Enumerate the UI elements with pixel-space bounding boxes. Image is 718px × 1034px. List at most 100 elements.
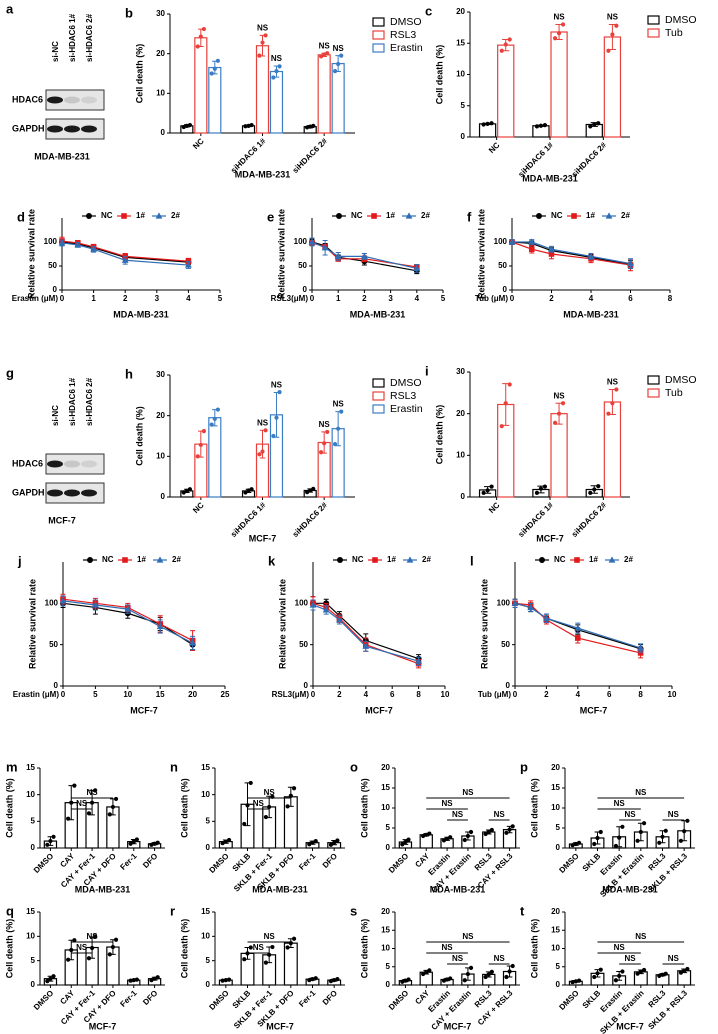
comparison-label: NS	[494, 954, 506, 963]
y-axis-label: Cell death (%)	[434, 45, 444, 105]
x-axis-label: Erastin (μM)	[13, 690, 60, 699]
data-point	[486, 829, 491, 835]
cell-line-label: MDA-MB-231	[252, 884, 308, 894]
y-tick-label: 30	[456, 367, 465, 376]
x-tick-label: DFO	[141, 852, 159, 870]
data-point	[48, 976, 53, 981]
y-tick-label: 15	[201, 907, 210, 916]
legend-label: NC	[102, 555, 114, 564]
y-tick-label: 20	[381, 763, 390, 772]
data-point	[507, 382, 512, 387]
blot-band	[64, 489, 80, 497]
legend-label: 2#	[421, 211, 430, 220]
data-point	[328, 979, 334, 984]
legend-marker	[87, 557, 93, 563]
data-point	[503, 401, 508, 406]
y-tick-label: 0	[53, 285, 58, 294]
data-point	[257, 53, 262, 58]
data-point	[307, 842, 312, 847]
legend-swatch	[647, 28, 660, 38]
y-tick-label: 50	[49, 640, 58, 649]
data-point	[444, 836, 450, 841]
x-axis-label: Tub (μM)	[475, 294, 509, 303]
lane-label: si-NC	[51, 405, 60, 426]
y-tick-label: 5	[556, 823, 561, 832]
data-point	[226, 837, 232, 843]
legend-label: DMSO	[665, 374, 697, 386]
legend-label: 2#	[422, 555, 431, 564]
data-point	[311, 486, 316, 491]
legend-marker	[122, 557, 128, 563]
data-point	[511, 599, 519, 606]
data-point	[189, 639, 196, 646]
comparison-label: NS	[442, 799, 454, 808]
data-point	[325, 51, 330, 56]
data-point	[90, 245, 97, 252]
data-point	[595, 971, 600, 976]
annotation: NS	[554, 13, 566, 22]
legend-marker	[571, 213, 577, 219]
legend-marker	[337, 557, 343, 563]
x-tick-label: SKLB + RSL3	[646, 988, 689, 1031]
y-tick-label: 10	[551, 803, 560, 812]
data-point	[285, 945, 290, 950]
data-point	[242, 821, 247, 827]
x-tick-label: DMSO	[557, 989, 580, 1012]
data-point	[263, 428, 268, 433]
data-point	[486, 972, 491, 977]
legend-label: DMSO	[390, 16, 422, 28]
axis	[564, 768, 695, 849]
x-tick-label: NC	[191, 136, 206, 151]
cell-line-label: MCF-7	[130, 705, 158, 715]
legend-marker	[371, 213, 377, 219]
x-tick-label: NC	[191, 500, 206, 515]
blot-band	[81, 125, 97, 133]
data-point	[481, 490, 486, 495]
y-axis-label: Relative survival rate	[277, 579, 287, 669]
legend-label: NC	[551, 211, 563, 220]
x-tick-label: DMSO	[207, 989, 230, 1012]
data-point	[332, 840, 337, 845]
data-point	[66, 816, 71, 821]
data-point	[448, 976, 453, 981]
data-point	[248, 945, 253, 950]
lane-label: si-HDAC6 1#	[68, 377, 77, 426]
data-point	[93, 934, 98, 939]
comparison-label: NS	[76, 799, 88, 808]
cell-line-label: MDA-MB-231	[113, 309, 169, 319]
legend-marker	[372, 557, 378, 563]
y-tick-label: 15	[381, 783, 390, 792]
data-point	[311, 123, 316, 128]
data-point	[485, 488, 490, 493]
panel-label: j	[17, 553, 22, 568]
legend-swatch	[372, 43, 385, 53]
legend-label: DMSO	[390, 377, 422, 389]
annotation: NS	[607, 378, 619, 387]
data-point	[552, 36, 558, 41]
panel-label: c	[425, 3, 432, 18]
legend-marker	[605, 212, 613, 219]
data-point	[215, 407, 220, 412]
data-point	[627, 260, 634, 267]
data-point	[462, 837, 467, 843]
data-point	[223, 978, 228, 983]
panel-label: p	[520, 759, 528, 774]
data-point	[441, 838, 447, 843]
y-tick-label: 10	[26, 790, 35, 799]
x-tick-label: 0	[311, 690, 316, 699]
legend-swatch	[372, 404, 385, 414]
data-point	[489, 121, 494, 126]
data-point	[592, 974, 597, 980]
data-point	[592, 487, 597, 492]
bar	[550, 31, 568, 138]
data-point	[606, 411, 611, 416]
data-point	[128, 841, 133, 846]
annotation: NS	[333, 400, 345, 409]
data-point	[489, 969, 494, 974]
lane-label: si-HDAC6 2#	[85, 377, 94, 426]
data-point	[271, 433, 276, 439]
data-point	[678, 970, 684, 975]
data-point	[548, 251, 555, 257]
panel-label: q	[6, 903, 14, 918]
